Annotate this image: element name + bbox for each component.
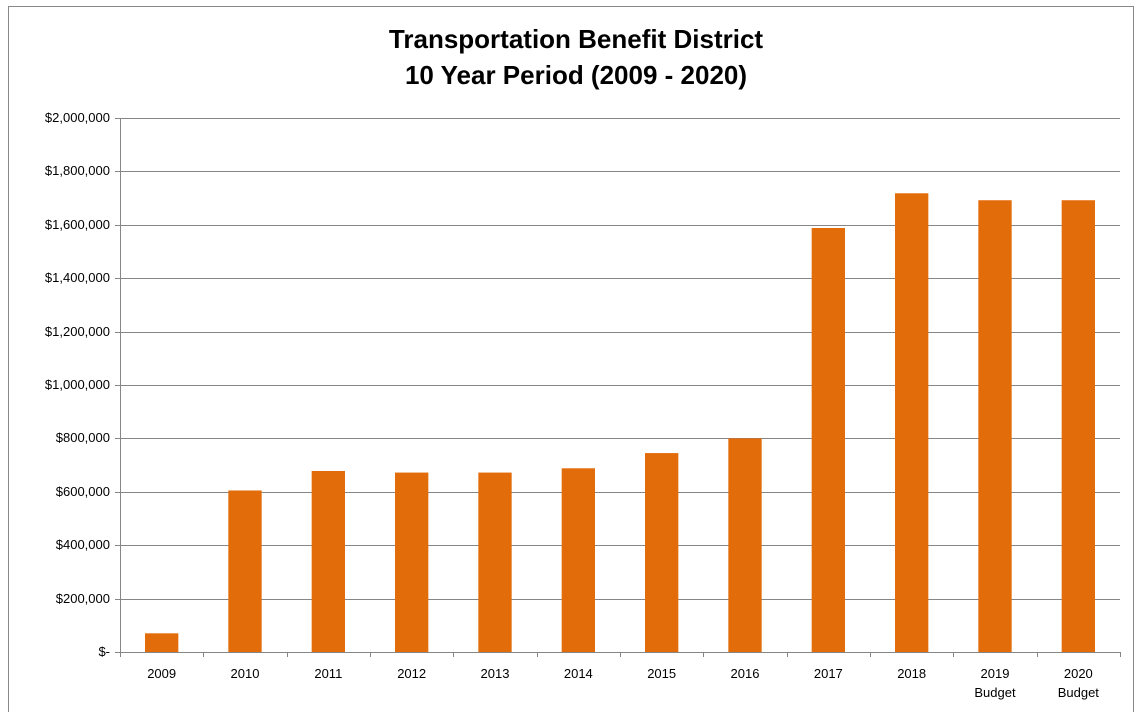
y-tick-label: $1,400,000	[45, 270, 110, 285]
bar	[728, 438, 762, 652]
y-tick-label: $800,000	[56, 430, 110, 445]
bar	[1061, 200, 1095, 652]
y-tick-label: $1,600,000	[45, 217, 110, 232]
x-tick-label: 2015	[647, 666, 677, 681]
x-tick-label: 2016	[730, 666, 760, 681]
bar	[478, 472, 512, 652]
bar	[395, 472, 429, 652]
chart-subtitle: 10 Year Period (2009 - 2020)	[405, 60, 747, 90]
y-tick-label: $400,000	[56, 537, 110, 552]
bar	[895, 193, 929, 652]
x-tick-label: 2010	[230, 666, 260, 681]
chart-border	[8, 6, 1134, 712]
y-tick-label: $200,000	[56, 591, 110, 606]
x-tick-label: 2018	[897, 666, 927, 681]
x-tick-label: 2012	[397, 666, 427, 681]
x-tick-label: 2013	[480, 666, 510, 681]
y-tick-label: $1,200,000	[45, 324, 110, 339]
x-tick-label: 2019 Budget	[974, 666, 1016, 700]
bar	[561, 468, 595, 652]
x-tick-label: 2020 Budget	[1057, 666, 1099, 700]
bar	[311, 470, 345, 652]
x-tick-label: 2014	[563, 666, 593, 681]
chart-title: Transportation Benefit District	[389, 24, 763, 54]
y-tick-label: $-	[98, 644, 110, 659]
y-tick-label: $2,000,000	[45, 110, 110, 125]
x-tick-label: 2011	[314, 666, 343, 681]
bar	[645, 453, 679, 652]
y-tick-label: $1,800,000	[45, 163, 110, 178]
y-tick-label: $1,000,000	[45, 377, 110, 392]
bar	[145, 633, 179, 652]
x-tick-label: 2009	[147, 666, 177, 681]
y-tick-label: $600,000	[56, 484, 110, 499]
x-tick-label: 2017	[813, 666, 843, 681]
bar	[978, 200, 1012, 652]
bar	[228, 490, 262, 652]
bar	[811, 228, 845, 652]
